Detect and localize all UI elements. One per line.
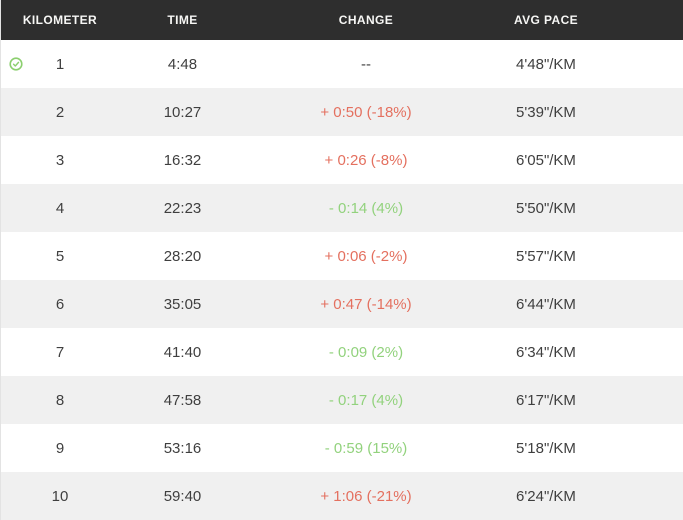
pace-cell: 5'57"/KM xyxy=(516,247,576,265)
time-cell: 4:48 xyxy=(167,55,198,73)
column-header-kilometer: KILOMETER xyxy=(22,13,98,27)
pace-cell: 6'05"/KM xyxy=(516,151,576,169)
pace-cell: 6'44"/KM xyxy=(516,295,576,313)
table-row: 6 35:05 + 0:47 (-14%) 6'44"/KM xyxy=(1,280,683,328)
time-cell: 10:27 xyxy=(163,103,202,121)
table-row: 10 59:40 + 1:06 (-21%) 6'24"/KM xyxy=(1,472,683,520)
change-cell: + 0:50 (-18%) xyxy=(320,103,412,121)
time-cell: 16:32 xyxy=(163,151,202,169)
time-cell: 22:23 xyxy=(163,199,202,217)
table-row: 5 28:20 + 0:06 (-2%) 5'57"/KM xyxy=(1,232,683,280)
table-row: 9 53:16 - 0:59 (15%) 5'18"/KM xyxy=(1,424,683,472)
km-cell: 1 xyxy=(55,55,65,73)
pace-cell: 6'24"/KM xyxy=(516,487,576,505)
km-cell: 8 xyxy=(55,391,65,409)
change-cell: + 0:06 (-2%) xyxy=(324,247,408,265)
change-cell: - 0:09 (2%) xyxy=(328,343,404,361)
km-cell: 2 xyxy=(55,103,65,121)
km-cell: 6 xyxy=(55,295,65,313)
change-cell: + 0:26 (-8%) xyxy=(324,151,408,169)
time-cell: 28:20 xyxy=(163,247,202,265)
change-cell: - 0:59 (15%) xyxy=(324,439,408,457)
km-cell: 5 xyxy=(55,247,65,265)
time-cell: 47:58 xyxy=(163,391,202,409)
km-cell: 7 xyxy=(55,343,65,361)
column-header-change: CHANGE xyxy=(338,13,394,27)
pace-cell: 6'34"/KM xyxy=(516,343,576,361)
time-cell: 41:40 xyxy=(163,343,202,361)
time-cell: 59:40 xyxy=(163,487,202,505)
pace-cell: 4'48"/KM xyxy=(516,55,576,73)
km-cell: 4 xyxy=(55,199,65,217)
fastest-split-check-icon xyxy=(9,57,23,71)
table-row: 7 41:40 - 0:09 (2%) 6'34"/KM xyxy=(1,328,683,376)
km-cell: 10 xyxy=(51,487,69,505)
change-cell: - 0:14 (4%) xyxy=(328,199,404,217)
change-cell: - 0:17 (4%) xyxy=(328,391,404,409)
change-cell: -- xyxy=(361,55,371,73)
pace-cell: 5'39"/KM xyxy=(516,103,576,121)
table-header-row: KILOMETER TIME CHANGE AVG PACE xyxy=(1,0,683,40)
column-header-time: TIME xyxy=(167,13,198,27)
change-cell: + 1:06 (-21%) xyxy=(320,487,412,505)
table-row: 4 22:23 - 0:14 (4%) 5'50"/KM xyxy=(1,184,683,232)
pace-cell: 5'18"/KM xyxy=(516,439,576,457)
change-cell: + 0:47 (-14%) xyxy=(320,295,412,313)
pace-cell: 6'17"/KM xyxy=(516,391,576,409)
time-cell: 53:16 xyxy=(163,439,202,457)
table-row: 1 4:48 -- 4'48"/KM xyxy=(1,40,683,88)
km-cell: 9 xyxy=(55,439,65,457)
table-row: 2 10:27 + 0:50 (-18%) 5'39"/KM xyxy=(1,88,683,136)
time-cell: 35:05 xyxy=(163,295,202,313)
km-cell: 3 xyxy=(55,151,65,169)
pace-cell: 5'50"/KM xyxy=(516,199,576,217)
table-row: 3 16:32 + 0:26 (-8%) 6'05"/KM xyxy=(1,136,683,184)
table-row: 8 47:58 - 0:17 (4%) 6'17"/KM xyxy=(1,376,683,424)
column-header-avg-pace: AVG PACE xyxy=(513,13,579,27)
